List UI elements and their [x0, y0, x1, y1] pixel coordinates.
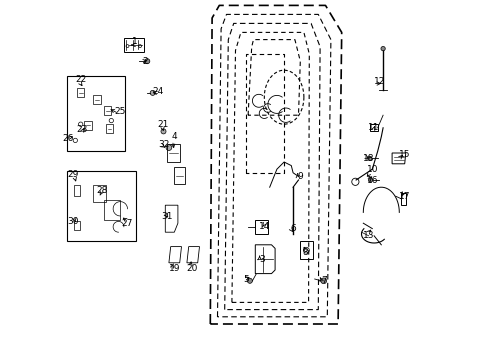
Text: 22: 22	[75, 75, 86, 84]
Text: 3: 3	[259, 255, 265, 264]
Circle shape	[247, 278, 252, 283]
Text: 7: 7	[320, 276, 326, 285]
Text: 30: 30	[68, 217, 79, 226]
Circle shape	[367, 178, 372, 182]
Text: 12: 12	[373, 77, 385, 86]
Text: 2: 2	[142, 57, 148, 66]
Text: 28: 28	[97, 186, 108, 195]
Text: 31: 31	[161, 212, 172, 220]
Circle shape	[166, 145, 171, 150]
Text: 5: 5	[243, 275, 249, 284]
Circle shape	[380, 46, 385, 51]
Text: 10: 10	[366, 165, 377, 174]
Text: 21: 21	[158, 120, 169, 129]
Text: 1: 1	[132, 37, 137, 46]
Text: 13: 13	[362, 231, 374, 240]
Circle shape	[144, 59, 149, 64]
Text: 32: 32	[158, 140, 169, 149]
Text: 20: 20	[186, 264, 198, 273]
Text: 11: 11	[367, 123, 379, 132]
Circle shape	[367, 156, 371, 161]
Circle shape	[150, 90, 155, 95]
Text: 17: 17	[398, 192, 409, 201]
Text: 27: 27	[122, 219, 133, 228]
Text: 14: 14	[258, 222, 269, 231]
Text: 4: 4	[171, 132, 177, 141]
Text: 15: 15	[398, 150, 409, 159]
Text: 19: 19	[168, 264, 180, 273]
Circle shape	[320, 278, 326, 284]
Text: 26: 26	[62, 134, 74, 143]
Text: 29: 29	[68, 170, 79, 179]
Text: 23: 23	[77, 125, 88, 134]
Text: 25: 25	[114, 107, 126, 116]
Text: 6: 6	[290, 224, 295, 233]
Text: 16: 16	[366, 176, 377, 185]
Text: 18: 18	[362, 154, 374, 163]
Text: 9: 9	[297, 172, 303, 181]
Text: 8: 8	[302, 248, 308, 257]
Text: 24: 24	[152, 87, 163, 96]
Circle shape	[161, 129, 166, 134]
